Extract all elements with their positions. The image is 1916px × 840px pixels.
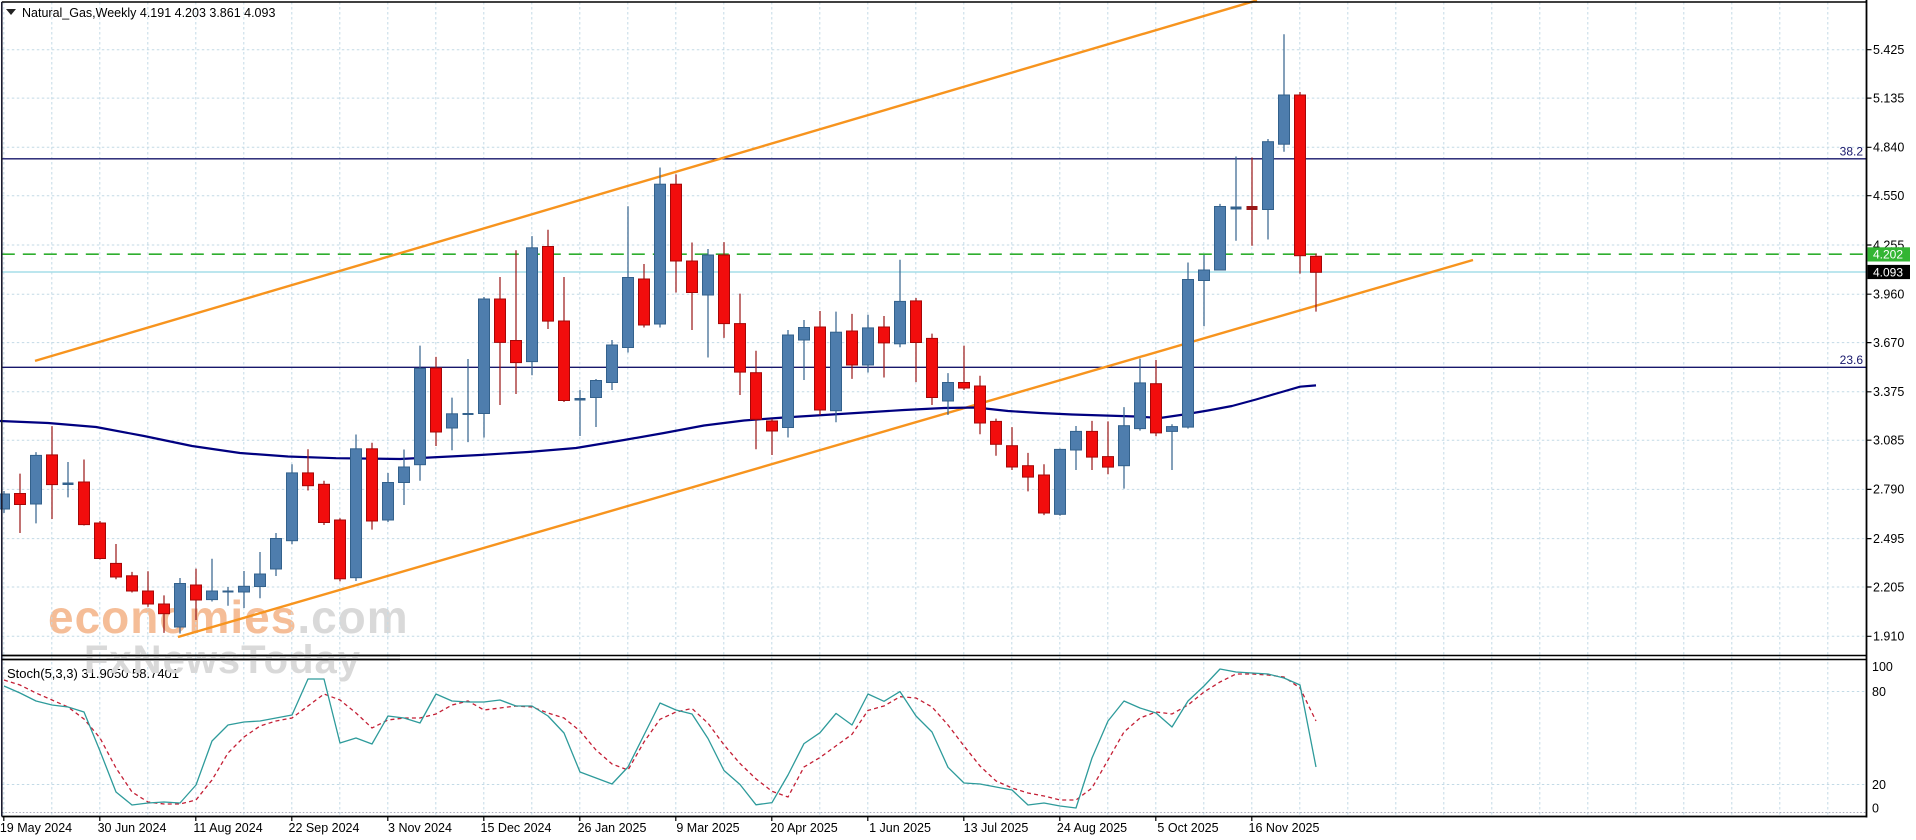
svg-text:2.495: 2.495 [1873, 532, 1904, 546]
svg-text:26 Jan 2025: 26 Jan 2025 [578, 821, 647, 835]
svg-text:4.550: 4.550 [1873, 189, 1904, 203]
svg-text:100: 100 [1872, 660, 1893, 674]
svg-text:9 Mar 2025: 9 Mar 2025 [676, 821, 739, 835]
svg-text:22 Sep 2024: 22 Sep 2024 [289, 821, 360, 835]
svg-text:23.6: 23.6 [1840, 353, 1864, 367]
svg-text:2.205: 2.205 [1873, 580, 1904, 594]
svg-text:3.960: 3.960 [1873, 288, 1904, 302]
svg-text:5.135: 5.135 [1873, 91, 1904, 105]
svg-text:19 May 2024: 19 May 2024 [0, 821, 72, 835]
svg-text:30 Jun 2024: 30 Jun 2024 [98, 821, 167, 835]
svg-text:13 Jul 2025: 13 Jul 2025 [964, 821, 1029, 835]
svg-text:3.670: 3.670 [1873, 336, 1904, 350]
svg-text:24 Aug 2025: 24 Aug 2025 [1057, 821, 1127, 835]
svg-text:4.093: 4.093 [1873, 265, 1903, 279]
svg-text:11 Aug 2024: 11 Aug 2024 [193, 821, 262, 835]
svg-text:4.202: 4.202 [1873, 248, 1903, 262]
svg-text:3.085: 3.085 [1873, 434, 1904, 448]
svg-text:0: 0 [1872, 801, 1879, 815]
svg-text:economies.com: economies.com [48, 591, 409, 643]
svg-text:2.790: 2.790 [1873, 483, 1904, 497]
svg-text:Stoch(5,3,3) 31.9050 58.7401: Stoch(5,3,3) 31.9050 58.7401 [7, 666, 179, 681]
svg-text:80: 80 [1872, 685, 1886, 699]
svg-text:3.375: 3.375 [1873, 385, 1904, 399]
svg-text:4.840: 4.840 [1873, 141, 1904, 155]
svg-text:1 Jun 2025: 1 Jun 2025 [869, 821, 931, 835]
svg-text:16 Nov 2025: 16 Nov 2025 [1249, 821, 1320, 835]
svg-text:3 Nov 2024: 3 Nov 2024 [388, 821, 452, 835]
svg-text:Natural_Gas,Weekly 4.191 4.20: Natural_Gas,Weekly 4.191 4.203 3.861 4.0… [22, 6, 275, 20]
svg-text:15 Dec 2024: 15 Dec 2024 [481, 821, 552, 835]
svg-text:1.910: 1.910 [1873, 630, 1904, 644]
svg-text:38.2: 38.2 [1840, 145, 1864, 159]
svg-text:20 Apr 2025: 20 Apr 2025 [770, 821, 837, 835]
svg-text:5.425: 5.425 [1873, 43, 1904, 57]
svg-text:5 Oct 2025: 5 Oct 2025 [1157, 821, 1218, 835]
svg-text:20: 20 [1872, 778, 1886, 792]
